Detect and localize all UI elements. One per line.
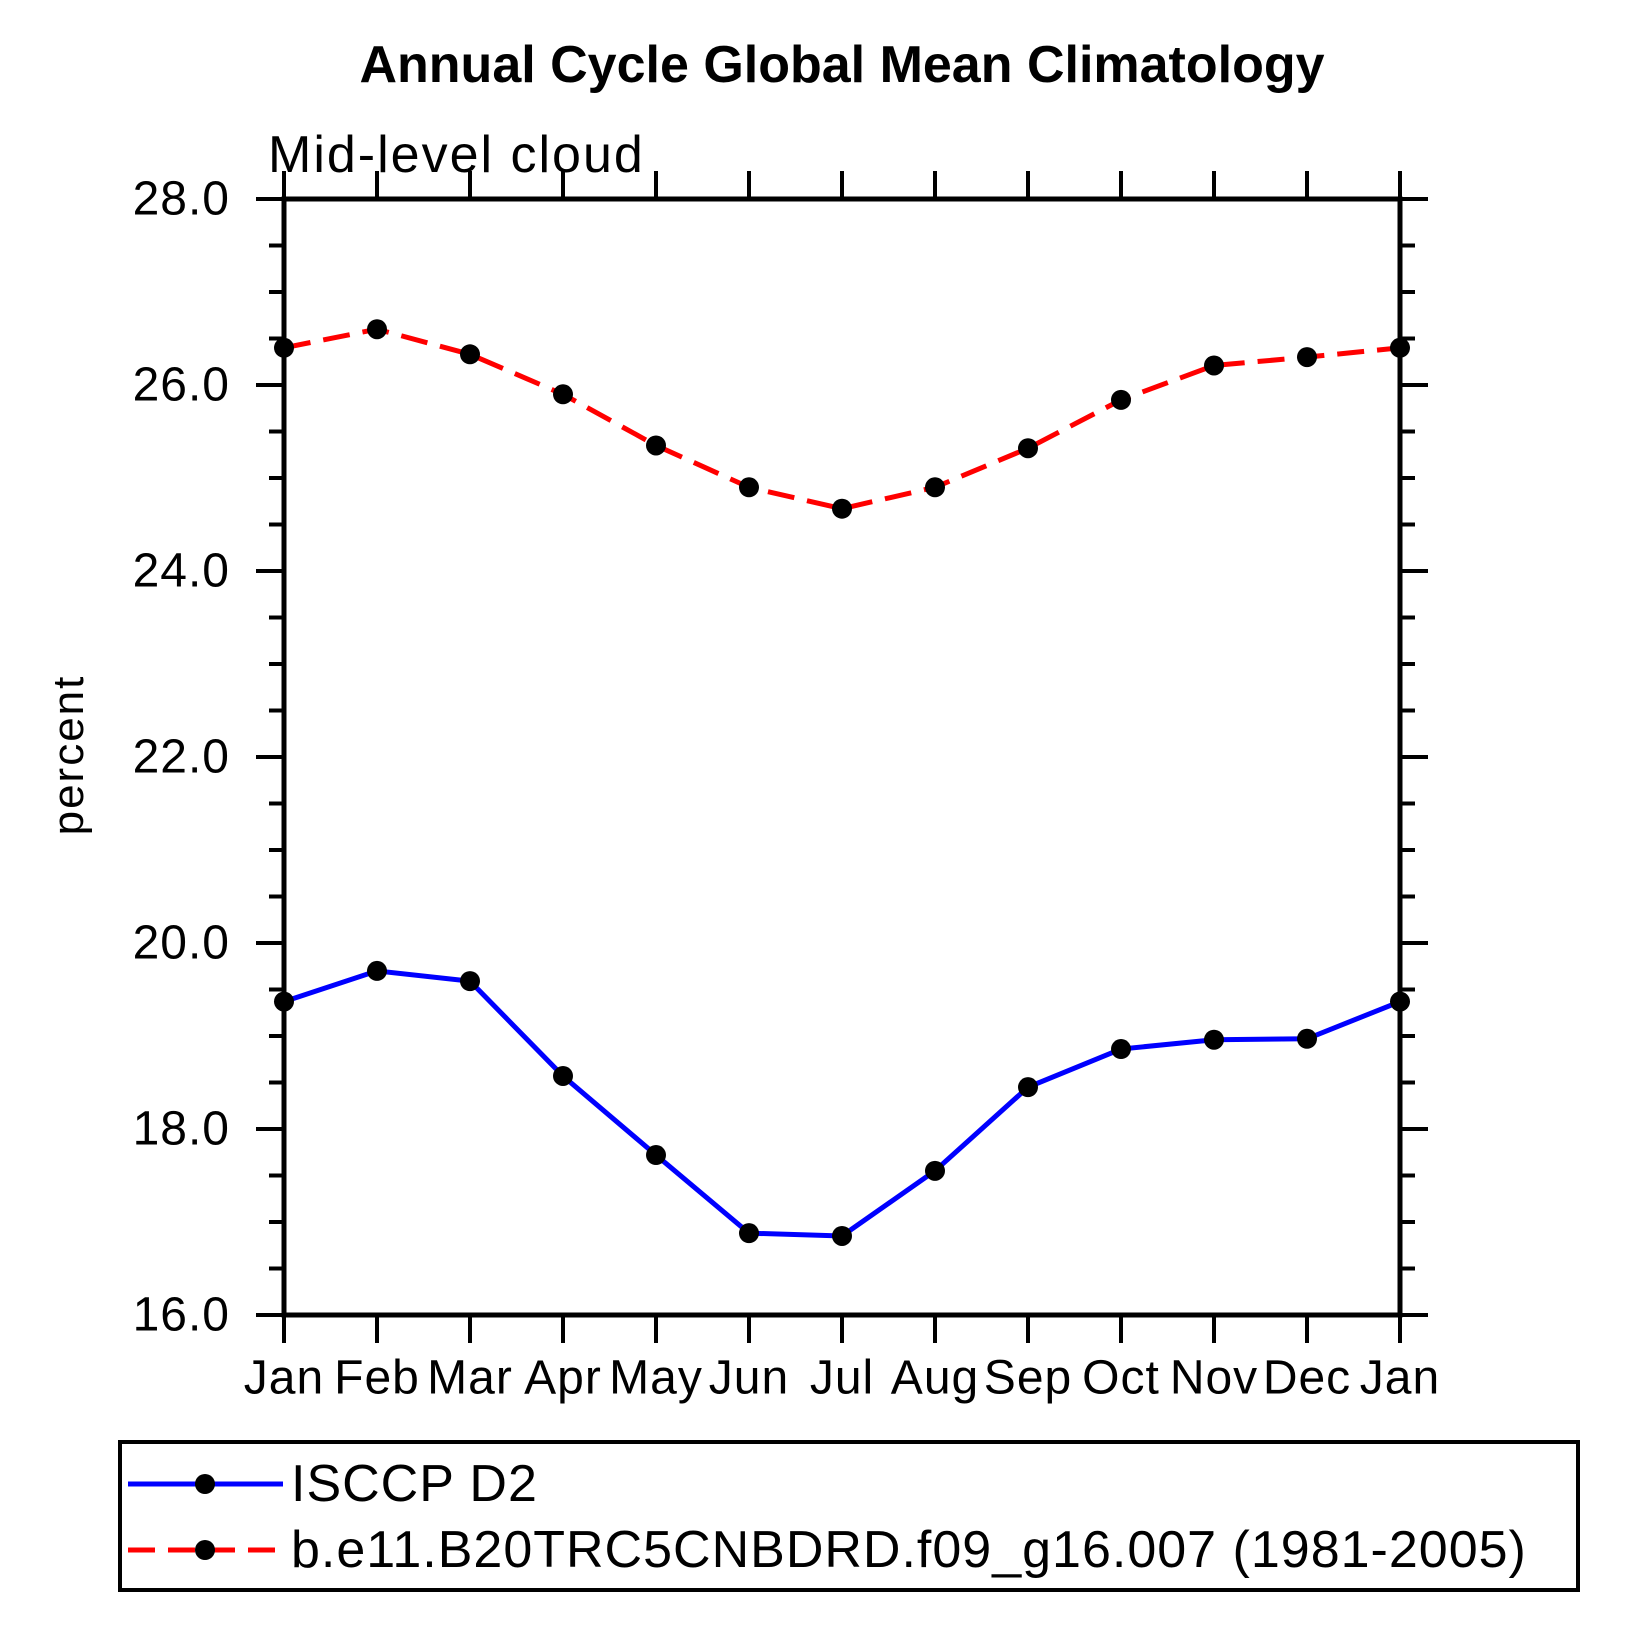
data-point-marker [739, 477, 759, 498]
data-point-marker [274, 337, 294, 358]
x-axis-tick-label: May [609, 1352, 703, 1405]
data-point-marker [1018, 438, 1038, 459]
x-axis-tick-label: Jun [709, 1352, 789, 1405]
data-point-marker [832, 498, 852, 519]
data-point-marker [1297, 1028, 1317, 1049]
data-point-marker [739, 1223, 759, 1244]
data-point-marker [1111, 1039, 1131, 1060]
data-point-marker [1297, 347, 1317, 368]
y-axis-tick-label: 28.0 [133, 173, 230, 226]
legend-label-model: b.e11.B20TRC5CNBDRD.f09_g16.007 (1981-20… [291, 1521, 1527, 1579]
legend-label-isccp-d2: ISCCP D2 [291, 1455, 538, 1513]
x-axis-tick-label: Jan [1360, 1352, 1440, 1405]
legend-entry-model: b.e11.B20TRC5CNBDRD.f09_g16.007 (1981-20… [128, 1521, 1527, 1579]
y-axis-tick-label: 26.0 [133, 359, 230, 412]
data-point-marker [460, 344, 480, 365]
x-axis-tick-label: Sep [984, 1352, 1072, 1405]
y-axis-title: percent [44, 675, 93, 836]
legend-box [118, 1440, 1580, 1592]
data-point-marker [367, 319, 387, 340]
data-point-marker [553, 1065, 573, 1086]
data-point-marker [1111, 389, 1131, 410]
x-axis-tick-label: Apr [524, 1352, 602, 1405]
y-axis-tick-label: 22.0 [133, 731, 230, 784]
x-axis-tick-label: Nov [1170, 1352, 1258, 1405]
data-point-marker [646, 1145, 666, 1166]
legend-marker-dot [195, 1474, 215, 1494]
data-point-marker [646, 435, 666, 456]
data-point-marker [832, 1225, 852, 1246]
plot-area: Jan Feb Mar Apr May Jun Jul Aug Sep Oct Nov Dec Jan1… [133, 171, 1440, 1405]
data-point-marker [1390, 337, 1410, 358]
data-point-marker [925, 1160, 945, 1181]
data-point-marker [553, 384, 573, 405]
data-point-marker [274, 991, 294, 1012]
legend: ISCCP D2 b.e11.B20TRC5CNBDRD.f09_g16.007… [118, 1440, 1580, 1592]
y-axis-tick-label: 20.0 [133, 917, 230, 970]
x-axis-tick-label: Dec [1263, 1352, 1351, 1405]
data-point-marker [1204, 1029, 1224, 1050]
data-point-marker [367, 960, 387, 981]
x-axis-tick-label: Aug [891, 1352, 979, 1405]
legend-entry-isccp-d2: ISCCP D2 [128, 1455, 538, 1513]
page-title: Annual Cycle Global Mean Climatology [359, 36, 1324, 94]
y-axis-tick-label: 18.0 [133, 1103, 230, 1156]
y-axis-tick-label: 16.0 [133, 1289, 230, 1342]
data-point-marker [925, 477, 945, 498]
data-point-marker [460, 971, 480, 992]
legend-marker-dot [195, 1540, 215, 1560]
data-point-marker [1204, 355, 1224, 376]
x-axis-tick-label: Mar [427, 1352, 513, 1405]
x-axis-tick-label: Jan [244, 1352, 324, 1405]
data-point-marker [1390, 991, 1410, 1012]
y-axis-tick-label: 24.0 [133, 545, 230, 598]
x-axis-tick-label: Jul [810, 1352, 874, 1405]
x-axis-tick-label: Oct [1082, 1352, 1160, 1405]
chart-subtitle: Mid-level cloud [268, 126, 645, 184]
x-axis-tick-label: Feb [334, 1352, 420, 1405]
data-point-marker [1018, 1077, 1038, 1098]
